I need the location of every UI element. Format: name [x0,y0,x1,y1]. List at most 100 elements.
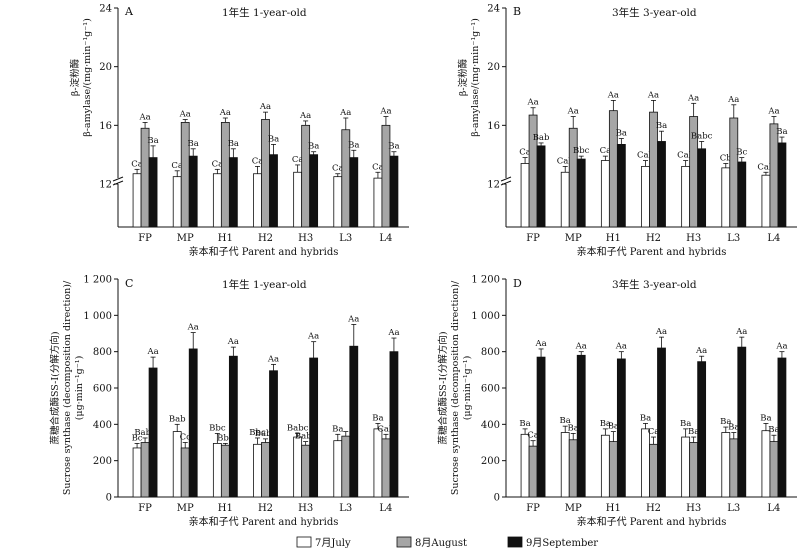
x-axis-label: 亲本和子代 Parent and hybrids [189,245,339,258]
panel-c: 0 200 400 600 800 1 000 1 200 C 1年生 1-year-old FP… [49,275,409,528]
category-label: H1 [606,503,621,514]
bar [269,154,278,228]
significance-label: Babc [255,429,277,439]
bar [253,443,262,498]
bar [769,441,779,498]
axis-break-gap [500,178,512,184]
category-label: FP [138,503,152,514]
bar [220,444,230,498]
bar [301,124,311,228]
significance-label: Ba [332,424,343,434]
category-label: L3 [727,233,740,244]
significance-label: Aa [735,327,747,337]
category-label: L4 [767,503,780,514]
significance-label: Bbc [573,146,590,156]
bar [681,165,691,228]
y-tick-label: 1 200 [83,275,112,286]
category-label: L4 [379,233,392,244]
legend-label: 8月August [415,537,467,549]
significance-label: Bc [736,148,747,158]
significance-label: Ba [600,419,611,429]
bar [520,433,530,498]
bar [349,345,359,498]
significance-label: Ba [268,134,279,144]
bar [777,357,787,498]
category-label: FP [526,233,540,244]
axis-break-mark [112,176,124,182]
panel-letter: C [125,277,133,290]
y-tick-label: 12 [99,180,112,191]
significance-label: Ca [131,159,143,169]
significance-label: Ba [688,427,699,437]
y-tick-label: 1 200 [471,275,500,286]
bar [309,154,319,228]
y-tick-label: 800 [93,347,112,358]
bar [528,445,538,498]
legend: 7月July 8月August 9月September [296,536,598,549]
x-axis-label: 亲本和子代 Parent and hybrids [577,245,727,258]
significance-label: Aa [267,354,279,364]
bar [381,438,391,498]
y-axis-label-en: β-amylase/(mg·min⁻¹g⁻¹) [82,18,93,137]
panel-letter: A [124,5,134,18]
category-label: L3 [339,503,352,514]
y-tick-label: 800 [481,347,500,358]
y-axis-label-en: Sucrose synthase (decomposition directio… [450,280,461,495]
bar [381,124,391,228]
y-tick-label: 1 000 [471,311,500,322]
panel-a: 12 16 20 24 A 1年生 1-year-old FP Ca Aa Ba MP Ca Aa Ba H… [69,4,409,258]
bar [341,435,351,498]
bar [681,436,691,498]
bar [777,142,787,228]
panel-title: 3年生 3-year-old [612,6,697,19]
significance-label: Aa [567,107,579,117]
bar [148,157,158,228]
bar [761,430,771,498]
y-tick-label: 1 000 [83,311,112,322]
significance-label: Ba [348,140,359,150]
significance-label: Ba [568,423,579,433]
significance-label: Ba [228,139,239,149]
panel-title: 1年生 1-year-old [222,278,307,291]
y-tick-label: 400 [481,420,500,431]
bar [172,176,182,228]
y-tick-label: 200 [481,456,500,467]
y-tick-label: 600 [481,384,500,395]
significance-label: Aa [219,108,231,118]
significance-label: Ba [720,417,731,427]
y-axis-label-en: β-amylase/(mg·min⁻¹g⁻¹) [470,18,481,137]
y-axis-label-cn: 蔗糖合成酶SS-I(分解方向) [437,331,449,444]
significance-label: Ba [656,121,667,131]
significance-label: Cab [557,156,575,166]
significance-label: Aa [687,93,699,103]
significance-label: Aa [379,107,391,117]
bar [536,356,546,498]
significance-label: Bbc [209,423,226,433]
significance-label: Ba [608,422,619,432]
category-label: H2 [646,503,661,514]
bar [188,348,198,498]
category-label: MP [177,233,194,244]
legend-swatch [296,536,312,548]
bar [188,155,198,228]
category-label: H2 [646,233,661,244]
significance-label: Aa [307,332,319,342]
bar [641,165,650,228]
bar [697,361,707,498]
significance-label: Ba [616,129,627,139]
category-label: FP [526,503,540,514]
significance-label: Aa [347,314,359,324]
significance-label: Aa [387,328,399,338]
legend-label: 7月July [315,537,351,549]
bar [616,143,626,228]
significance-label: Aa [526,98,538,108]
y-axis-label-cn: β-淀粉酶 [69,58,81,96]
significance-label: Ba [372,413,383,423]
axis-break-gap [112,178,124,184]
y-axis-label-cn: β-淀粉酶 [457,58,469,96]
y-tick-label: 20 [487,62,500,73]
category-label: H2 [258,233,273,244]
category-label: H1 [218,503,233,514]
significance-label: Cb [720,153,733,163]
